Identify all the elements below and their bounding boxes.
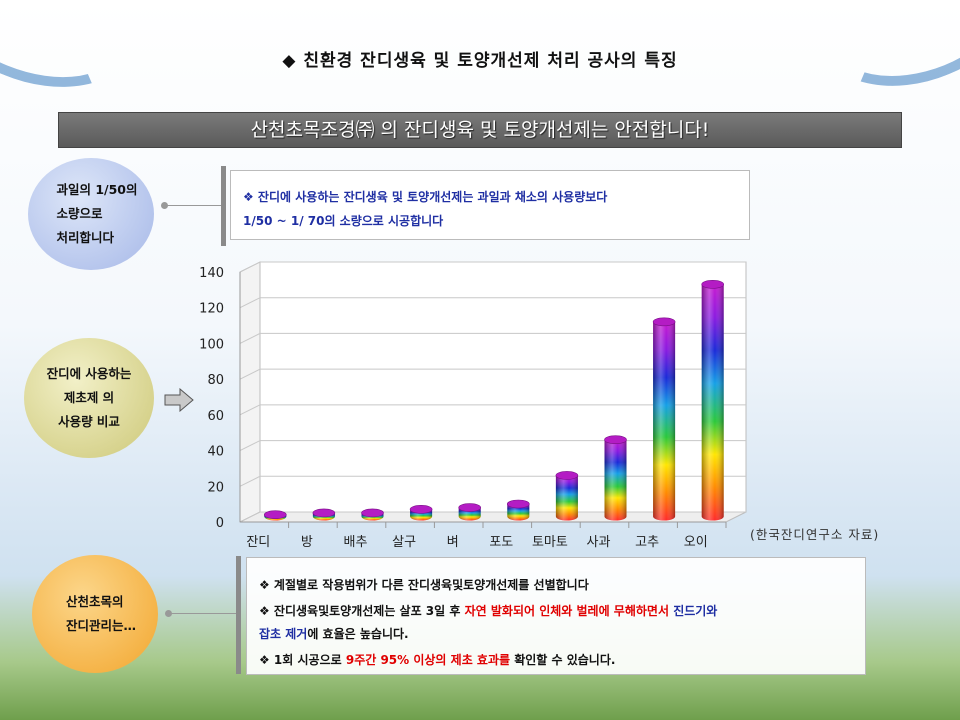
bar-top xyxy=(604,435,627,445)
circle-line: 과일의 1/50의 xyxy=(56,182,138,197)
feature-highlight: 9주간 95% 이상의 제초 효과를 xyxy=(345,653,511,667)
gridline xyxy=(239,475,746,487)
gridline xyxy=(239,297,746,309)
gridline xyxy=(239,404,746,416)
connector-line xyxy=(169,613,237,614)
y-tick-label: 100 xyxy=(199,337,224,352)
gridline xyxy=(239,440,746,452)
bar xyxy=(652,317,676,521)
chart-source-note: (한국잔디연구소 자료) xyxy=(750,527,880,542)
bar xyxy=(312,508,336,521)
bar-shading xyxy=(701,284,724,521)
bar-top xyxy=(458,503,482,512)
headline-banner: 산천초목조경㈜ 의 잔디생육 및 토양개선제는 안전합니다! xyxy=(58,112,902,148)
bar-shading xyxy=(604,439,627,521)
note-box-usage: ❖ 잔디에 사용하는 잔디생육 및 토양개선제는 과일과 채소의 사용량보다 1… xyxy=(230,170,750,240)
y-tick-label: 40 xyxy=(207,445,224,460)
bar-shading xyxy=(653,321,676,521)
gridline xyxy=(239,261,746,273)
page-title: ◆ 친환경 잔디생육 및 토양개선제 처리 공사의 특징 xyxy=(282,51,678,71)
chart-axes xyxy=(239,272,727,528)
feature-text: ❖ 잔디생육및토양개선제는 살포 3일 후 xyxy=(259,604,465,618)
bar-top xyxy=(312,508,336,518)
x-tick-label: 배추 xyxy=(344,535,368,550)
x-tick-label: 사과 xyxy=(587,535,611,550)
bar xyxy=(701,280,725,521)
feature-highlight: 자연 발화되어 인체와 벌레에 무해하면서 xyxy=(464,604,674,618)
circle-line: 사용량 비교 xyxy=(58,414,120,429)
chart-bars xyxy=(264,280,725,521)
y-tick-label: 20 xyxy=(207,480,224,495)
x-tick-label: 고추 xyxy=(635,535,659,550)
circle-line: 잔디에 사용하는 xyxy=(46,366,132,381)
note-line: 1/50 ~ 1/ 70의 소량으로 시공합니다 xyxy=(243,214,444,228)
x-tick-label: 벼 xyxy=(447,535,459,550)
x-tick-label: 방 xyxy=(301,535,313,550)
feature-text: 에 효율은 높습니다. xyxy=(307,627,409,641)
bar xyxy=(264,510,287,521)
y-tick-label: 80 xyxy=(207,373,224,388)
bar-shading xyxy=(507,504,530,521)
gridline xyxy=(239,332,746,344)
bar-top xyxy=(652,317,676,327)
feature-highlight: 진드기와 xyxy=(673,604,718,618)
y-tick-label: 120 xyxy=(199,302,224,317)
bar-top xyxy=(555,471,579,480)
y-tick-label: 0 xyxy=(216,516,224,531)
circle-line: 산천초목의 xyxy=(65,594,124,609)
bar-top xyxy=(264,510,287,520)
note-line: ❖ 잔디에 사용하는 잔디생육 및 토양개선제는 과일과 채소의 사용량보다 xyxy=(243,190,608,204)
note-accent-bar xyxy=(236,556,241,674)
feature-item: ❖ 계절별로 작용범위가 다른 잔디생육및토양개선제를 선별합니다 xyxy=(259,578,589,592)
connector-dot xyxy=(165,610,172,617)
feature-circle-management: 산천초목의 잔디관리는… xyxy=(32,555,158,673)
bar-top xyxy=(701,280,725,289)
feature-item: ❖ 1회 시공으로 9주간 95% 이상의 제초 효과를 확인할 수 있습니다. xyxy=(259,649,855,672)
x-tick-label: 포도 xyxy=(489,535,513,550)
x-tick-label: 잔디 xyxy=(246,535,270,550)
feature-text: 확인할 수 있습니다. xyxy=(510,653,616,667)
bar xyxy=(604,435,627,521)
circle-line: 제초제 의 xyxy=(63,390,115,405)
y-tick-label: 140 xyxy=(199,266,224,281)
bar xyxy=(409,505,433,521)
x-tick-label: 오이 xyxy=(684,535,708,550)
bar-top xyxy=(506,499,530,509)
x-tick-label: 살구 xyxy=(392,535,416,550)
chart-side-wall xyxy=(239,261,261,523)
note-accent-bar xyxy=(221,166,226,246)
bar-shading xyxy=(555,475,578,521)
bar xyxy=(506,499,530,521)
connector-dot xyxy=(161,202,168,209)
circle-line: 잔디관리는… xyxy=(65,618,136,633)
gridline xyxy=(239,368,746,380)
bar xyxy=(458,503,482,521)
feature-highlight: 잡초 제거 xyxy=(259,627,308,641)
chart-labels: 0 20 40 60 80 100 120 140 잔디 방 배추 살구 벼 포도 토마토 사과 고추 오이 xyxy=(199,266,707,550)
feature-circle-small-quantity: 과일의 1/50의 소량으로 처리합니다 xyxy=(28,158,154,270)
bar xyxy=(555,471,579,521)
connector-line xyxy=(165,205,222,206)
bar-chart: 0 20 40 60 80 100 120 140 잔디 방 배추 살구 벼 포도 토마토 사과 고추 오이 xyxy=(199,261,747,550)
feature-circle-comparison: 잔디에 사용하는 제초제 의 사용량 비교 xyxy=(24,338,154,458)
bar-top xyxy=(409,505,433,514)
note-box-features: ❖ 계절별로 작용범위가 다른 잔디생육및토양개선제를 선별합니다 ❖ 잔디생육… xyxy=(246,557,866,675)
bar-top xyxy=(361,508,384,518)
bar xyxy=(361,508,384,521)
x-tick-label: 토마토 xyxy=(532,535,568,550)
right-arrow-icon xyxy=(164,388,194,412)
feature-text: ❖ 1회 시공으로 xyxy=(259,653,346,667)
feature-item: ❖ 잔디생육및토양개선제는 살포 3일 후 자연 발화되어 인체와 벌레에 무해… xyxy=(259,600,855,646)
circle-line: 소량으로 xyxy=(56,206,103,221)
y-tick-label: 60 xyxy=(207,409,224,424)
circle-line: 처리합니다 xyxy=(56,230,114,245)
gridline xyxy=(239,511,746,523)
